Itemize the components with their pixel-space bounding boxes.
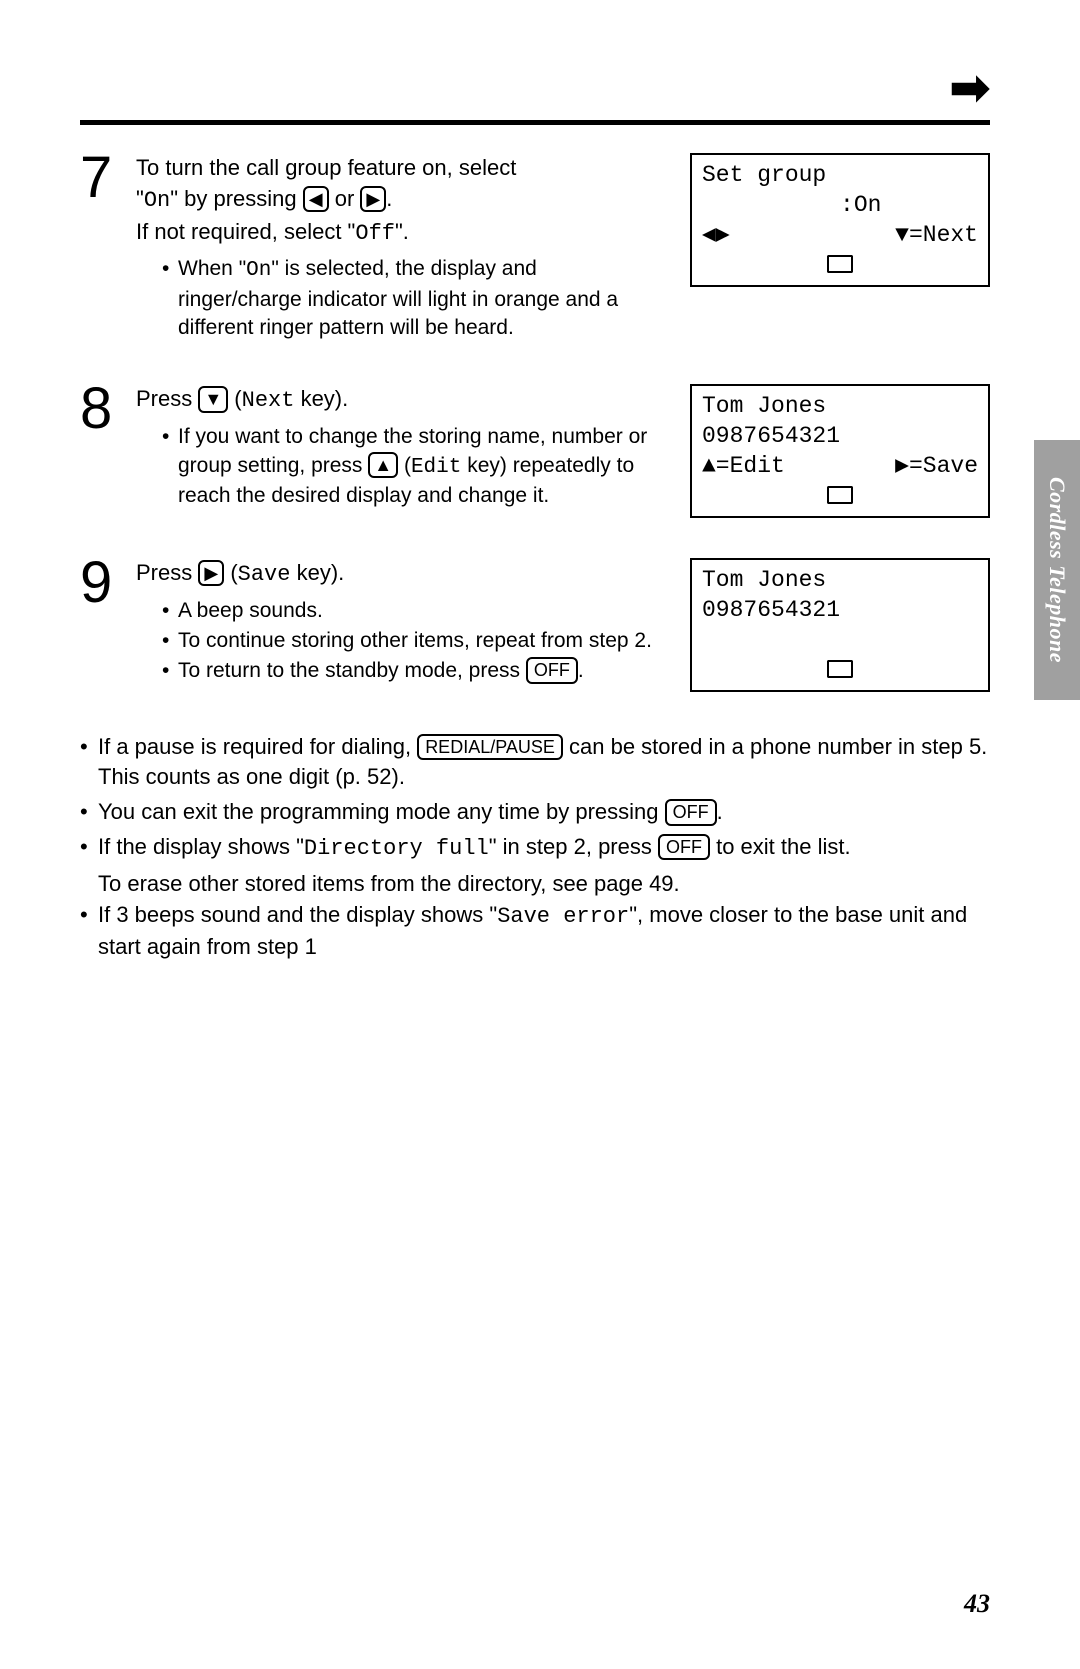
lcd-line: Tom Jones: [702, 566, 978, 596]
mono-text: Save error: [497, 904, 629, 929]
redial-pause-keycap: REDIAL/PAUSE: [417, 734, 563, 761]
step-8: 8 Press ▼ (Next key). If you want to cha…: [80, 384, 990, 518]
step-9: 9 Press ▶ (Save key). A beep sounds. To …: [80, 558, 990, 692]
up-keycap-icon: ▲: [368, 452, 398, 479]
lcd-nav-left: ◀▶: [702, 221, 730, 251]
note: If a pause is required for dialing, REDI…: [80, 732, 990, 794]
text: To return to the standby mode, press: [178, 659, 526, 682]
text: .: [386, 186, 392, 211]
off-keycap: OFF: [658, 834, 710, 861]
right-keycap-icon: ▶: [198, 560, 224, 587]
text: (: [224, 560, 237, 585]
mono-text: Save: [238, 562, 291, 587]
lcd-save: ▶=Save: [895, 452, 978, 482]
lcd-line: Tom Jones: [702, 392, 978, 422]
text: .: [717, 799, 723, 824]
lcd-line: Set group: [702, 161, 978, 191]
continue-arrow-icon: ➡: [950, 60, 990, 116]
book-icon: [702, 251, 978, 281]
lcd-line: 0987654321: [702, 422, 978, 452]
text: If 3 beeps sound and the display shows ": [98, 902, 497, 927]
header-rule: [80, 120, 990, 125]
step-number: 7: [80, 149, 120, 207]
lcd-nav-next: ▼=Next: [895, 221, 978, 251]
lcd-display: Tom Jones 0987654321 ▲=Edit ▶=Save: [690, 384, 990, 518]
mono-text: Next: [242, 388, 295, 413]
note-continuation: To erase other stored items from the dir…: [80, 869, 990, 900]
text: If the display shows ": [98, 834, 304, 859]
text: Press: [136, 386, 198, 411]
page-number: 43: [964, 1589, 990, 1619]
lcd-line: :On: [702, 191, 978, 221]
text: key).: [294, 386, 348, 411]
bullet: To continue storing other items, repeat …: [166, 627, 664, 655]
mono-text: Directory full: [304, 836, 489, 861]
book-icon: [702, 656, 978, 686]
step-number: 8: [80, 380, 120, 438]
off-keycap: OFF: [665, 799, 717, 826]
lcd-display: Set group :On ◀▶ ▼=Next: [690, 153, 990, 287]
bullet: A beep sounds.: [166, 597, 664, 625]
section-tab: Cordless Telephone: [1034, 440, 1080, 700]
text: If not required, select ": [136, 219, 355, 244]
text: key).: [290, 560, 344, 585]
mono-text: On: [246, 259, 271, 282]
bullet: If you want to change the storing name, …: [166, 423, 664, 510]
text: Press: [136, 560, 198, 585]
mono-text: Edit: [411, 456, 461, 479]
text: When ": [178, 257, 246, 280]
text: ".: [395, 219, 409, 244]
step-text: To turn the call group feature on, selec…: [136, 153, 674, 344]
text: If a pause is required for dialing,: [98, 734, 417, 759]
book-icon: [702, 482, 978, 512]
note: If 3 beeps sound and the display shows "…: [80, 900, 990, 964]
step-text: Press ▼ (Next key). If you want to chang…: [136, 384, 674, 512]
text: (: [228, 386, 241, 411]
text: You can exit the programming mode any ti…: [98, 799, 665, 824]
step-text: Press ▶ (Save key). A beep sounds. To co…: [136, 558, 674, 688]
left-keycap-icon: ◀: [303, 186, 329, 213]
lcd-display: Tom Jones 0987654321: [690, 558, 990, 692]
text: To turn the call group feature on, selec…: [136, 155, 516, 180]
lcd-line: 0987654321: [702, 596, 978, 626]
note: If the display shows "Directory full" in…: [80, 832, 990, 865]
lcd-blank: [702, 626, 978, 656]
text: .: [578, 659, 584, 682]
step-number: 9: [80, 554, 120, 612]
right-keycap-icon: ▶: [360, 186, 386, 213]
text: (: [398, 454, 411, 477]
text: " by pressing: [170, 186, 303, 211]
lcd-edit: ▲=Edit: [702, 452, 785, 482]
text: ": [136, 186, 144, 211]
text: " in step 2, press: [489, 834, 658, 859]
text: to exit the list.: [710, 834, 851, 859]
mono-text: Off: [355, 221, 395, 246]
text: or: [329, 186, 361, 211]
footer-notes: If a pause is required for dialing, REDI…: [80, 732, 990, 964]
note: You can exit the programming mode any ti…: [80, 797, 990, 828]
bullet: To return to the standby mode, press OFF…: [166, 657, 664, 685]
mono-text: On: [144, 188, 170, 213]
manual-page: ➡ 7 To turn the call group feature on, s…: [0, 0, 1080, 1017]
bullet: When "On" is selected, the display and r…: [166, 255, 664, 342]
off-keycap: OFF: [526, 657, 578, 684]
step-7: 7 To turn the call group feature on, sel…: [80, 153, 990, 344]
down-keycap-icon: ▼: [198, 386, 228, 413]
